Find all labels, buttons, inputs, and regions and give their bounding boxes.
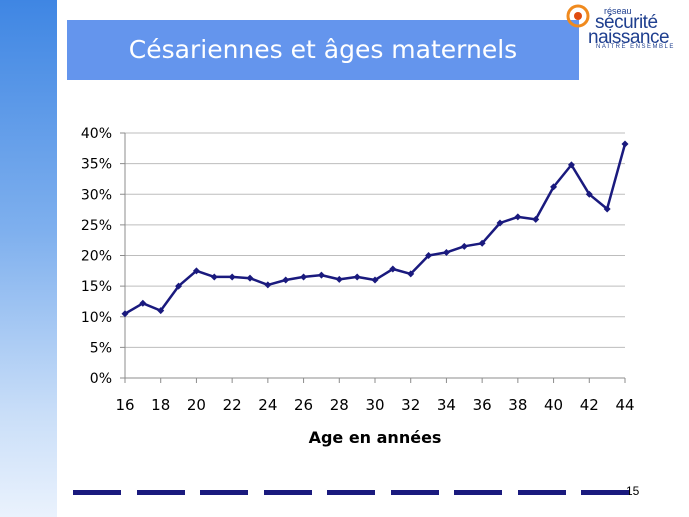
- logo-line-4: NAÎTRE ENSEMBLE: [596, 44, 675, 50]
- footer-dash: [200, 490, 248, 495]
- footer-dash: [136, 490, 185, 495]
- y-tick-label: 40%: [81, 126, 112, 142]
- data-point: [550, 183, 558, 191]
- data-point: [157, 307, 165, 315]
- x-tick-label: 36: [473, 396, 492, 414]
- side-gradient-bar: [0, 0, 57, 517]
- data-point: [300, 273, 308, 281]
- x-tick-label: 34: [437, 396, 456, 414]
- page-number: 15: [626, 484, 640, 498]
- x-tick-label: 30: [365, 396, 384, 414]
- data-point: [532, 215, 540, 223]
- y-tick-label: 35%: [81, 157, 112, 173]
- x-tick-label: 40: [544, 396, 563, 414]
- data-point: [228, 273, 236, 281]
- data-point: [121, 310, 129, 318]
- y-tick-label: 5%: [90, 340, 112, 356]
- y-tick-label: 20%: [81, 249, 112, 265]
- data-point: [353, 273, 361, 281]
- x-tick-label: 28: [330, 396, 349, 414]
- y-tick-label: 10%: [81, 310, 112, 326]
- footer-dash: [517, 490, 566, 495]
- data-point: [175, 282, 183, 290]
- data-point: [389, 265, 397, 273]
- data-point: [335, 275, 343, 283]
- logo-line-3: naissance: [588, 27, 670, 48]
- x-tick-label: 42: [580, 396, 599, 414]
- y-tick-label: 0%: [90, 371, 112, 387]
- data-point: [567, 161, 575, 169]
- x-tick-label: 20: [187, 396, 206, 414]
- x-tick-label: 26: [294, 396, 313, 414]
- x-tick-label: 22: [223, 396, 242, 414]
- data-point: [425, 252, 433, 259]
- data-point: [442, 248, 450, 256]
- logo-line-1: réseau: [604, 6, 632, 16]
- logo-line-2: sécurité: [595, 12, 658, 33]
- x-tick-label: 32: [401, 396, 420, 414]
- logo-swirl-icon: [566, 4, 590, 28]
- data-point: [371, 276, 379, 284]
- network-logo: réseau sécurité naissance NAÎTRE ENSEMBL…: [566, 4, 686, 52]
- data-point: [192, 267, 200, 275]
- series-line: [124, 143, 627, 315]
- data-point: [264, 281, 272, 289]
- data-point: [282, 276, 290, 284]
- data-point: [210, 273, 218, 281]
- data-point: [514, 213, 522, 221]
- footer-dash: [454, 490, 502, 495]
- y-tick-label: 30%: [81, 187, 112, 203]
- y-tick-label: 25%: [81, 218, 112, 234]
- data-point: [621, 140, 629, 148]
- footer-dash: [581, 490, 629, 495]
- data-point: [407, 270, 415, 278]
- x-tick-label: 16: [115, 396, 134, 414]
- data-point: [317, 271, 325, 279]
- footer-dash: [263, 490, 312, 495]
- data-point: [460, 242, 468, 250]
- data-point: [496, 219, 504, 227]
- slide-title: Césariennes et âges maternels: [128, 35, 518, 64]
- data-point: [585, 190, 593, 198]
- x-tick-label: 18: [151, 396, 170, 414]
- footer-dash: [73, 490, 121, 495]
- footer-dash: [327, 490, 375, 495]
- data-point: [139, 299, 147, 307]
- data-point: [246, 274, 254, 282]
- y-tick-label: 15%: [81, 279, 112, 295]
- data-point: [478, 239, 486, 247]
- x-tick-label: 38: [508, 396, 527, 414]
- x-axis-label: Age en années: [309, 428, 442, 447]
- x-tick-label: 44: [615, 396, 634, 414]
- footer-dash: [390, 490, 439, 495]
- data-point: [603, 205, 611, 213]
- title-banner: Césariennes et âges maternels: [67, 20, 579, 80]
- x-tick-label: 24: [258, 396, 277, 414]
